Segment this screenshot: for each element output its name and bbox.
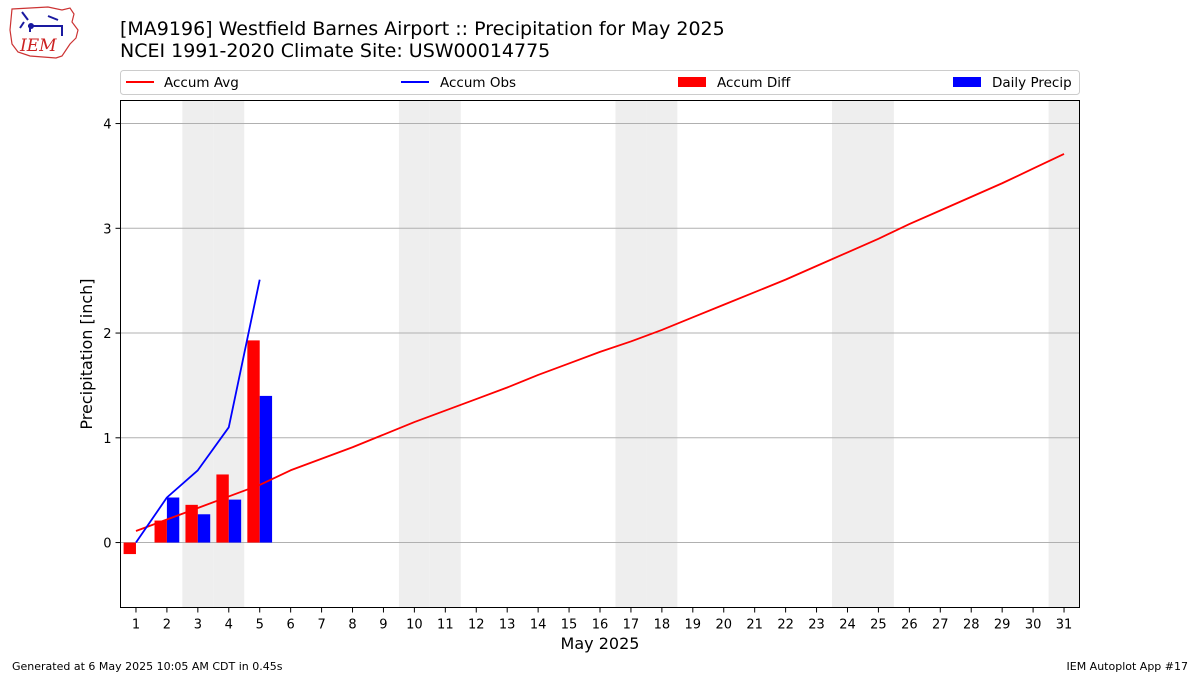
x-tick-label: 18 <box>654 618 671 633</box>
x-tick-label: 4 <box>225 618 233 633</box>
x-tick-label: 2 <box>163 618 171 633</box>
chart-subtitle: NCEI 1991-2020 Climate Site: USW00014775 <box>120 40 550 62</box>
x-tick-label: 29 <box>994 618 1011 633</box>
legend-frame <box>120 70 1080 95</box>
x-tick-label: 17 <box>623 618 640 633</box>
y-axis-label: Precipitation [inch] <box>77 278 96 429</box>
gridlines <box>120 123 1080 544</box>
x-tick-label: 31 <box>1056 618 1073 633</box>
x-tick-label: 21 <box>746 618 763 633</box>
y-tick-label: 4 <box>103 118 111 133</box>
bar-accum-diff <box>247 340 260 543</box>
legend-diff-swatch <box>678 77 706 87</box>
y-tick-label: 3 <box>103 222 111 237</box>
legend: Accum Avg Accum Obs Accum Diff Daily Pre… <box>120 70 1080 95</box>
weekend-shade-day-10 <box>398 100 430 608</box>
x-tick-label: 15 <box>561 618 578 633</box>
x-tick-label: 24 <box>839 618 856 633</box>
x-tick-label: 3 <box>194 618 202 633</box>
bar-daily-precip <box>166 497 180 543</box>
x-tick-label: 23 <box>808 618 825 633</box>
x-tick-label: 19 <box>685 618 702 633</box>
x-tick-label: 22 <box>777 618 794 633</box>
legend-diff-label: Accum Diff <box>717 75 791 91</box>
x-tick-label: 7 <box>317 618 325 633</box>
logo-text: IEM <box>19 36 57 56</box>
line-accum-avg <box>135 153 1065 532</box>
bar-daily-precip <box>197 514 211 543</box>
weekend-shade-day-24 <box>832 100 863 608</box>
x-tick-label: 11 <box>437 618 454 633</box>
line-accum-obs <box>135 279 261 544</box>
x-tick-label: 20 <box>715 618 732 633</box>
x-tick-label: 13 <box>499 618 516 633</box>
bar-accum-diff <box>123 542 136 555</box>
weekend-shade-day-11 <box>429 100 461 608</box>
x-tick-label: 25 <box>870 618 887 633</box>
footer-generated: Generated at 6 May 2025 10:05 AM CDT in … <box>12 660 283 673</box>
bar-daily-precip <box>228 499 242 543</box>
legend-avg-label: Accum Avg <box>164 75 239 91</box>
footer-app: IEM Autoplot App #17 <box>1067 660 1189 673</box>
x-tick-label: 16 <box>592 618 609 633</box>
bar-accum-diff <box>216 474 229 543</box>
bar-accum-diff <box>185 504 198 543</box>
x-axis: 1 2 3 4 5 6 7 8 9 10 11 12 13 14 15 16 17 18 19 20 21 22 23 24 2… <box>132 607 1073 633</box>
legend-daily-swatch <box>953 77 981 87</box>
x-tick-label: 1 <box>132 618 140 633</box>
x-tick-label: 27 <box>932 618 949 633</box>
x-tick-label: 14 <box>530 618 547 633</box>
x-tick-label: 28 <box>963 618 980 633</box>
x-tick-label: 5 <box>256 618 264 633</box>
weekend-shade-day-25 <box>862 100 894 608</box>
y-tick-label: 1 <box>103 432 111 447</box>
weekend-shade-day-18 <box>646 100 678 608</box>
legend-obs-label: Accum Obs <box>440 75 516 91</box>
x-axis-label: May 2025 <box>561 634 640 653</box>
weekend-shading <box>182 100 1080 608</box>
x-tick-label: 26 <box>901 618 918 633</box>
bar-accum-diff <box>154 520 167 543</box>
y-tick-label: 2 <box>103 327 111 342</box>
x-tick-label: 9 <box>379 618 387 633</box>
x-tick-label: 12 <box>468 618 485 633</box>
x-tick-label: 6 <box>287 618 295 633</box>
x-tick-label: 8 <box>348 618 356 633</box>
y-axis: 0 1 2 3 4 <box>103 118 121 552</box>
lines <box>135 153 1065 544</box>
weather-station-icon <box>19 11 63 36</box>
bars <box>123 340 273 555</box>
x-tick-label: 30 <box>1025 618 1042 633</box>
x-tick-label: 10 <box>406 618 423 633</box>
legend-daily-label: Daily Precip <box>992 75 1072 91</box>
y-tick-label: 0 <box>103 537 111 552</box>
weekend-shade-day-31 <box>1048 100 1080 608</box>
bar-daily-precip <box>259 395 273 543</box>
chart-title: [MA9196] Westfield Barnes Airport :: Pre… <box>120 18 725 40</box>
weekend-shade-day-17 <box>615 100 647 608</box>
iem-logo: IEM <box>9 6 79 59</box>
